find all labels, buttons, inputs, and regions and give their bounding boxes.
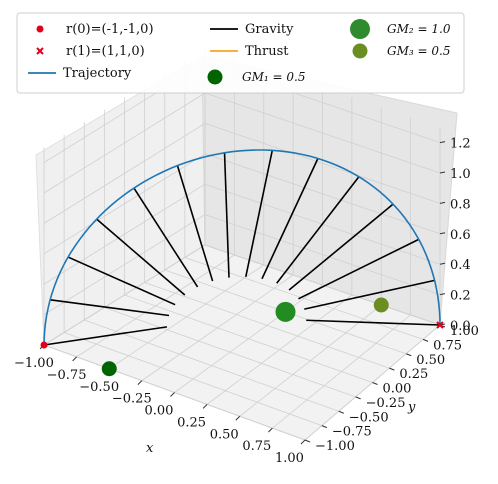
- y-tick-mark: [338, 410, 344, 414]
- z-tick-label: 1.0: [450, 167, 471, 182]
- y-tick-mark: [406, 353, 412, 357]
- mass-body-marker: [275, 301, 296, 322]
- gravity-vector: [306, 319, 441, 326]
- z-tick-mark: [439, 201, 446, 204]
- legend-label: Thrust: [245, 44, 289, 59]
- x-tick-label: 0.00: [145, 404, 174, 419]
- legend-label: GM₂ = 1.0: [387, 22, 451, 36]
- x-axis-label: x: [146, 441, 154, 456]
- gravity-vector: [176, 165, 214, 282]
- legend-label: GM₁ = 0.5: [242, 70, 305, 84]
- z-tick-label: 0.8: [450, 197, 471, 212]
- y-tick-label: 1.00: [450, 324, 479, 339]
- z-tick-label: 0.0: [450, 319, 471, 334]
- grid-line: [206, 294, 353, 405]
- grid-line: [144, 282, 390, 369]
- x-tick-mark: [235, 415, 241, 421]
- mass-body-marker: [373, 297, 389, 313]
- x-tick-label: 0.25: [177, 415, 206, 430]
- start-point-marker: [40, 341, 48, 349]
- gravity-vectors: [43, 150, 441, 346]
- legend-label: GM₃ = 0.5: [387, 44, 450, 58]
- legend-label: Gravity: [245, 22, 294, 37]
- z-tick-mark: [439, 171, 446, 174]
- x-tick-mark: [268, 427, 273, 433]
- x-tick-label: −0.75: [47, 368, 87, 383]
- legend-marker: [36, 47, 44, 55]
- x-tick-mark: [300, 439, 306, 445]
- x-tick-label: −1.00: [14, 356, 54, 371]
- trajectory-layer: [43, 149, 441, 346]
- legend-marker: [207, 69, 223, 85]
- x-tick-label: 0.75: [242, 439, 271, 454]
- y-tick-label: 0.00: [383, 382, 412, 397]
- gravity-vector: [50, 299, 170, 317]
- y-tick-label: 0.25: [399, 367, 428, 382]
- y-tick-label: 0.75: [433, 338, 462, 353]
- legend-marker: [352, 43, 368, 59]
- legend-label: r(0)=(-1,-1,0): [66, 22, 154, 37]
- gravity-vector: [223, 152, 230, 278]
- x-tick-label: −0.50: [79, 380, 119, 395]
- y-tick-label: −0.50: [349, 410, 389, 425]
- y-tick-label: 0.50: [416, 353, 445, 368]
- gravity-vector: [244, 150, 274, 277]
- y-tick-label: −0.75: [332, 425, 372, 440]
- legend: r(0)=(-1,-1,0) Gravity GM₂ = 1.0 r(1)=(1,1,…: [16, 12, 465, 94]
- gravity-vector: [96, 218, 186, 296]
- legend-label: r(1)=(1,1,0): [66, 44, 145, 59]
- z-tick-mark: [439, 141, 446, 144]
- legend-marker: [36, 25, 44, 33]
- gravity-vector: [67, 256, 176, 306]
- z-tick-label: 0.2: [450, 289, 471, 304]
- x-tick-label: 0.50: [210, 427, 239, 442]
- gravity-vector: [304, 279, 435, 310]
- y-tick-mark: [372, 382, 378, 385]
- gravity-vector: [288, 203, 394, 291]
- legend-label: Trajectory: [63, 66, 132, 81]
- grid-line: [272, 314, 411, 429]
- x-tick-mark: [137, 380, 143, 385]
- z-tick-label: 0.6: [450, 228, 471, 243]
- x-tick-mark: [202, 404, 208, 409]
- legend-marker: [350, 19, 370, 39]
- grid-line: [184, 257, 424, 340]
- z-tick-label: 0.4: [450, 258, 471, 273]
- end-point-marker: [436, 321, 444, 329]
- y-tick-mark: [389, 367, 395, 371]
- x-tick-label: −0.25: [112, 392, 152, 407]
- x-tick-mark: [72, 356, 77, 362]
- x-tick-mark: [170, 392, 175, 397]
- gravity-vector: [261, 158, 319, 280]
- y-tick-mark: [422, 338, 429, 342]
- gravity-vector: [43, 326, 168, 346]
- y-tick-mark: [304, 439, 311, 443]
- grid-line: [239, 304, 382, 417]
- mass-body-marker: [101, 361, 117, 377]
- y-axis-label: y: [407, 400, 416, 415]
- x-tick-label: 1.00: [275, 451, 304, 466]
- trajectory-line: [43, 149, 441, 346]
- z-tick-mark: [439, 232, 446, 235]
- y-tick-mark: [355, 396, 361, 400]
- z-tick-mark: [439, 293, 446, 296]
- y-tick-label: −0.25: [366, 396, 406, 411]
- gravity-vector: [276, 176, 360, 284]
- y-tick-label: −1.00: [315, 439, 355, 454]
- y-tick-mark: [321, 425, 328, 429]
- markers-layer: [40, 297, 444, 377]
- gravity-vector: [298, 238, 420, 300]
- gravity-vector: [133, 187, 199, 288]
- grid-line: [124, 294, 373, 383]
- z-tick-mark: [439, 262, 446, 265]
- z-tick-label: 1.2: [450, 137, 471, 152]
- axis-ticks: −1.00−0.75−0.50−0.250.000.250.500.751.00…: [14, 137, 479, 466]
